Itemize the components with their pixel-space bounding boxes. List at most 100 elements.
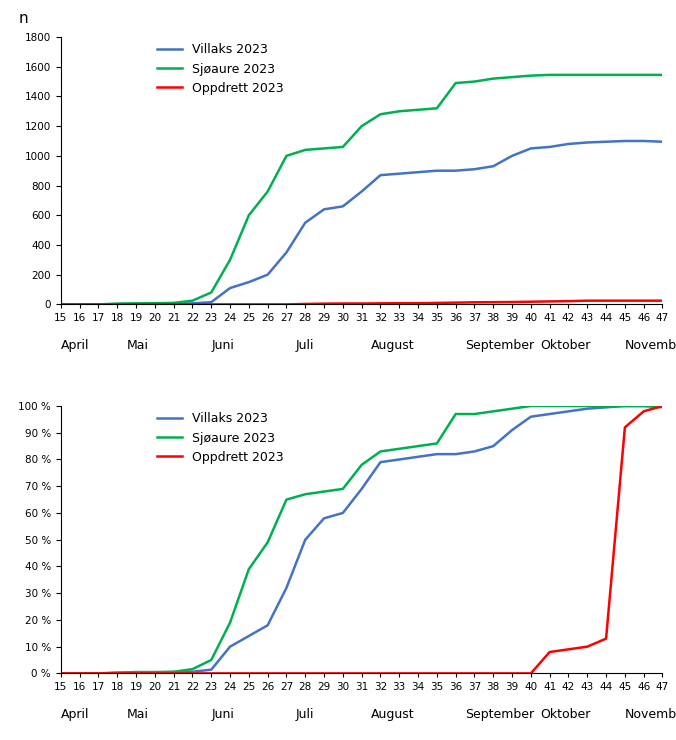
Sjøaure 2023 <box>414 442 422 451</box>
Oppdrett 2023 <box>564 297 573 306</box>
Oppdrett 2023 <box>489 669 498 678</box>
Oppdrett 2023 <box>207 300 215 309</box>
Villaks 2023 <box>170 299 178 308</box>
Sjøaure 2023 <box>76 300 84 309</box>
Sjøaure 2023 <box>320 144 328 153</box>
Oppdrett 2023 <box>151 300 159 309</box>
Oppdrett 2023 <box>283 669 291 678</box>
Sjøaure 2023 <box>95 300 103 309</box>
Oppdrett 2023 <box>602 634 610 643</box>
Villaks 2023 <box>95 669 103 678</box>
Villaks 2023 <box>189 667 197 676</box>
Sjøaure 2023 <box>57 669 65 678</box>
Villaks 2023 <box>414 168 422 177</box>
Oppdrett 2023 <box>95 669 103 678</box>
Sjøaure 2023 <box>470 77 479 86</box>
Text: September: September <box>465 339 534 352</box>
Sjøaure 2023 <box>377 110 385 118</box>
Villaks 2023 <box>508 152 516 161</box>
Sjøaure 2023 <box>508 73 516 81</box>
Line: Villaks 2023: Villaks 2023 <box>61 406 662 673</box>
Villaks 2023 <box>602 403 610 411</box>
Oppdrett 2023 <box>508 669 516 678</box>
Oppdrett 2023 <box>658 402 667 411</box>
Sjøaure 2023 <box>527 402 535 411</box>
Oppdrett 2023 <box>583 296 592 305</box>
Villaks 2023 <box>452 450 460 459</box>
Sjøaure 2023 <box>602 402 610 411</box>
Sjøaure 2023 <box>207 288 215 297</box>
Oppdrett 2023 <box>658 296 667 305</box>
Oppdrett 2023 <box>546 648 554 656</box>
Sjøaure 2023 <box>245 565 253 574</box>
Villaks 2023 <box>658 403 667 411</box>
Sjøaure 2023 <box>414 105 422 114</box>
Sjøaure 2023 <box>170 298 178 307</box>
Villaks 2023 <box>395 169 404 178</box>
Oppdrett 2023 <box>470 298 479 307</box>
Text: Juni: Juni <box>211 708 234 722</box>
Sjøaure 2023 <box>658 402 667 411</box>
Text: Juni: Juni <box>211 339 234 352</box>
Villaks 2023 <box>452 166 460 175</box>
Villaks 2023 <box>621 402 629 411</box>
Villaks 2023 <box>395 455 404 464</box>
Villaks 2023 <box>320 514 328 522</box>
Oppdrett 2023 <box>395 669 404 678</box>
Oppdrett 2023 <box>151 669 159 678</box>
Oppdrett 2023 <box>414 299 422 308</box>
Sjøaure 2023 <box>489 74 498 83</box>
Sjøaure 2023 <box>527 71 535 80</box>
Legend: Villaks 2023, Sjøaure 2023, Oppdrett 2023: Villaks 2023, Sjøaure 2023, Oppdrett 202… <box>158 412 284 464</box>
Villaks 2023 <box>489 162 498 171</box>
Oppdrett 2023 <box>132 669 140 678</box>
Villaks 2023 <box>264 621 272 630</box>
Oppdrett 2023 <box>132 300 140 309</box>
Villaks 2023 <box>113 300 121 309</box>
Sjøaure 2023 <box>301 146 310 155</box>
Text: Juli: Juli <box>296 708 314 722</box>
Line: Villaks 2023: Villaks 2023 <box>61 141 662 304</box>
Villaks 2023 <box>414 452 422 461</box>
Oppdrett 2023 <box>57 300 65 309</box>
Sjøaure 2023 <box>264 187 272 196</box>
Villaks 2023 <box>189 299 197 308</box>
Sjøaure 2023 <box>583 70 592 79</box>
Oppdrett 2023 <box>283 300 291 309</box>
Villaks 2023 <box>95 300 103 309</box>
Text: September: September <box>465 708 534 722</box>
Villaks 2023 <box>639 402 648 411</box>
Sjøaure 2023 <box>564 402 573 411</box>
Villaks 2023 <box>320 205 328 214</box>
Sjøaure 2023 <box>452 78 460 87</box>
Sjøaure 2023 <box>76 669 84 678</box>
Sjøaure 2023 <box>546 402 554 411</box>
Villaks 2023 <box>301 218 310 227</box>
Oppdrett 2023 <box>489 297 498 306</box>
Text: Oktober: Oktober <box>540 339 591 352</box>
Villaks 2023 <box>358 485 366 494</box>
Sjøaure 2023 <box>57 300 65 309</box>
Oppdrett 2023 <box>546 297 554 306</box>
Sjøaure 2023 <box>245 211 253 220</box>
Villaks 2023 <box>245 278 253 286</box>
Oppdrett 2023 <box>527 669 535 678</box>
Text: Mai: Mai <box>126 708 149 722</box>
Oppdrett 2023 <box>452 669 460 678</box>
Sjøaure 2023 <box>433 439 441 448</box>
Sjøaure 2023 <box>95 669 103 678</box>
Oppdrett 2023 <box>339 669 347 678</box>
Oppdrett 2023 <box>113 300 121 309</box>
Sjøaure 2023 <box>170 667 178 676</box>
Sjøaure 2023 <box>132 667 140 676</box>
Villaks 2023 <box>226 283 234 292</box>
Sjøaure 2023 <box>151 299 159 308</box>
Villaks 2023 <box>339 508 347 517</box>
Oppdrett 2023 <box>113 669 121 678</box>
Sjøaure 2023 <box>546 70 554 79</box>
Villaks 2023 <box>207 665 215 674</box>
Sjøaure 2023 <box>489 407 498 416</box>
Oppdrett 2023 <box>264 300 272 309</box>
Sjøaure 2023 <box>301 490 310 499</box>
Sjøaure 2023 <box>452 409 460 418</box>
